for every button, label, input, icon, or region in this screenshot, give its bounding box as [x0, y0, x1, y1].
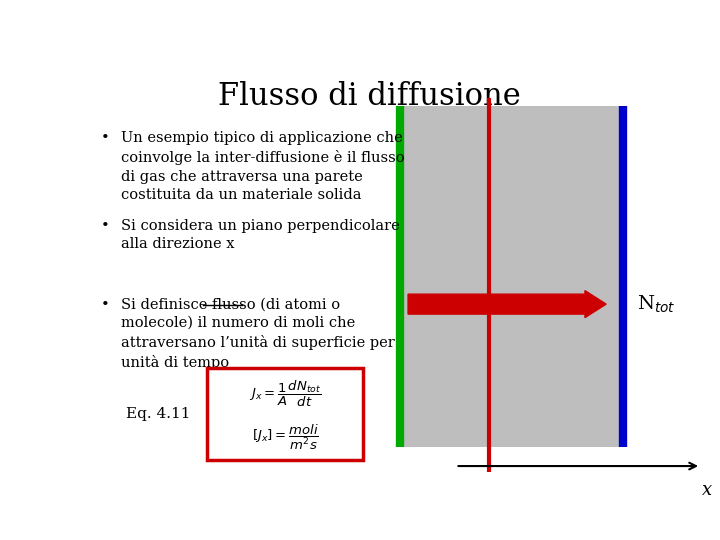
Text: $J_x = \dfrac{1}{A}\dfrac{dN_{tot}}{dt}$: $J_x = \dfrac{1}{A}\dfrac{dN_{tot}}{dt}$ — [249, 379, 322, 409]
Text: Flusso di diffusione: Flusso di diffusione — [217, 82, 521, 112]
Text: x: x — [701, 481, 711, 498]
FancyArrow shape — [408, 291, 606, 318]
Text: Si definisce flusso (di atomi o
molecole) il numero di moli che
attraversano l’u: Si definisce flusso (di atomi o molecole… — [121, 298, 395, 370]
Text: Eq. 4.11: Eq. 4.11 — [126, 407, 190, 421]
Text: N$_{tot}$: N$_{tot}$ — [637, 293, 675, 315]
Text: Si considera un piano perpendicolare
alla direzione x: Si considera un piano perpendicolare all… — [121, 219, 400, 251]
Text: •: • — [101, 298, 110, 312]
Bar — [400, 106, 623, 447]
Text: $[J_x]= \dfrac{moli}{m^2 s}$: $[J_x]= \dfrac{moli}{m^2 s}$ — [252, 422, 319, 451]
Text: •: • — [101, 131, 110, 145]
Bar — [207, 368, 364, 460]
Text: Un esempio tipico di applicazione che
coinvolge la inter-diffusione è il flusso
: Un esempio tipico di applicazione che co… — [121, 131, 405, 202]
Text: •: • — [101, 219, 110, 233]
